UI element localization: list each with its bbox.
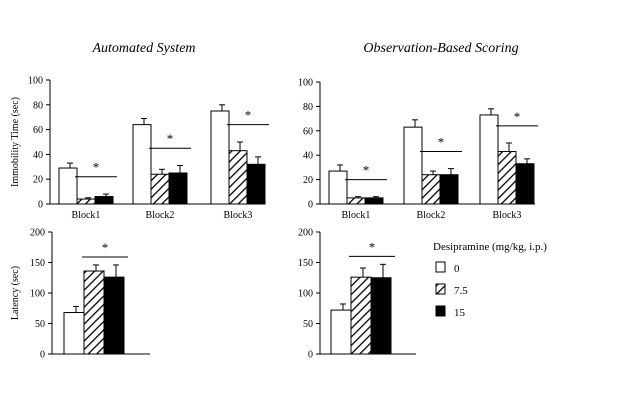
y-tick-label: 40	[303, 151, 313, 162]
y-tick-label: 200	[30, 228, 45, 239]
bar-automated-latency-group-0	[63, 312, 85, 355]
bar-observation-immobility-Block2-7.5	[421, 174, 441, 205]
y-tick-label: 200	[298, 228, 313, 239]
bar-observation-immobility-Block1-15	[364, 197, 384, 205]
y-tick-label: 20	[33, 175, 43, 186]
bar-automated-immobility-Block3-7.5	[228, 150, 248, 205]
category-label: Block3	[493, 210, 522, 221]
bar-observation-latency-group-0	[330, 309, 352, 355]
significance-star: *	[102, 240, 109, 255]
y-tick-label: 80	[33, 100, 43, 111]
legend-swatch-0	[435, 261, 446, 273]
bar-automated-immobility-Block2-7.5	[150, 173, 170, 205]
column-title-automated: Automated System	[91, 41, 195, 56]
bar-observation-immobility-Block1-0	[328, 170, 348, 205]
chart-automated-latency: 0 50 100 150 200 Latency (sec) *	[10, 228, 150, 361]
bar-automated-immobility-Block3-15	[246, 163, 266, 205]
chart-panels: 0 20 40 60 80 100 Immobility Time (sec) Block1 *…	[10, 76, 538, 361]
y-tick-label: 100	[28, 76, 43, 87]
bar-observation-latency-group-15	[370, 277, 392, 355]
legend-swatch-7-5	[435, 283, 446, 295]
legend-title: Desipramine (mg/kg, i.p.)	[433, 241, 547, 253]
y-tick-label: 20	[303, 175, 313, 186]
category-label: Block2	[417, 210, 446, 221]
legend-swatch-15	[435, 305, 446, 317]
column-title-observation: Observation-Based Scoring	[363, 41, 518, 56]
category-label: Block2	[146, 210, 175, 221]
y-tick-label: 0	[38, 200, 43, 211]
legend: Desipramine (mg/kg, i.p.) 0 7.5 15	[433, 241, 547, 319]
y-tick-label: 60	[303, 126, 313, 137]
y-tick-label: 150	[298, 258, 313, 269]
bar-automated-latency-group-7.5	[83, 270, 105, 355]
significance-star: *	[369, 239, 376, 254]
chart-observation-immobility: 0 20 40 60 80 100 Block1 * Block2 * Block3 *	[298, 78, 538, 221]
y-tick-label: 150	[30, 258, 45, 269]
significance-star: *	[514, 109, 521, 124]
bar-observation-immobility-Block1-7.5	[346, 197, 366, 205]
y-tick-label: 100	[298, 78, 313, 89]
y-tick-label: 60	[33, 125, 43, 136]
bar-observation-immobility-Block3-15	[515, 163, 535, 205]
significance-star: *	[245, 108, 252, 123]
bar-automated-immobility-Block1-0	[58, 167, 78, 205]
y-tick-label: 40	[33, 150, 43, 161]
chart-automated-immobility: 0 20 40 60 80 100 Immobility Time (sec) Block1 *…	[10, 76, 269, 221]
chart-observation-latency: 0 50 100 150 200 *	[298, 228, 416, 361]
bar-automated-immobility-Block2-0	[132, 124, 152, 205]
y-tick-label: 80	[303, 102, 313, 113]
significance-star: *	[363, 163, 370, 178]
bar-automated-immobility-Block1-15	[94, 196, 114, 205]
y-tick-label: 100	[298, 289, 313, 300]
bar-observation-immobility-Block3-0	[479, 114, 499, 205]
bar-automated-latency-group-15	[103, 276, 125, 355]
y-tick-label: 50	[303, 319, 313, 330]
y-axis-title: Latency (sec)	[10, 266, 21, 320]
legend-label-0: 0	[454, 263, 460, 275]
significance-star: *	[438, 135, 445, 150]
y-axis-title: Immobility Time (sec)	[10, 97, 21, 187]
category-label: Block1	[72, 210, 101, 221]
bar-observation-immobility-Block2-0	[403, 126, 423, 205]
significance-star: *	[167, 131, 174, 146]
bar-observation-immobility-Block3-7.5	[497, 151, 517, 205]
bar-observation-latency-group-7.5	[350, 276, 372, 355]
y-tick-label: 50	[35, 319, 45, 330]
category-label: Block3	[224, 210, 253, 221]
y-tick-label: 0	[40, 350, 45, 361]
legend-label-7-5: 7.5	[454, 285, 468, 297]
legend-label-15: 15	[454, 307, 466, 319]
bar-observation-immobility-Block2-15	[439, 174, 459, 205]
bar-automated-immobility-Block3-0	[210, 110, 230, 205]
significance-star: *	[93, 160, 100, 175]
y-tick-label: 100	[30, 289, 45, 300]
bar-automated-immobility-Block1-7.5	[76, 198, 96, 205]
bar-automated-immobility-Block2-15	[168, 172, 188, 205]
y-tick-label: 0	[308, 200, 313, 211]
y-tick-label: 0	[308, 350, 313, 361]
category-label: Block1	[342, 210, 371, 221]
